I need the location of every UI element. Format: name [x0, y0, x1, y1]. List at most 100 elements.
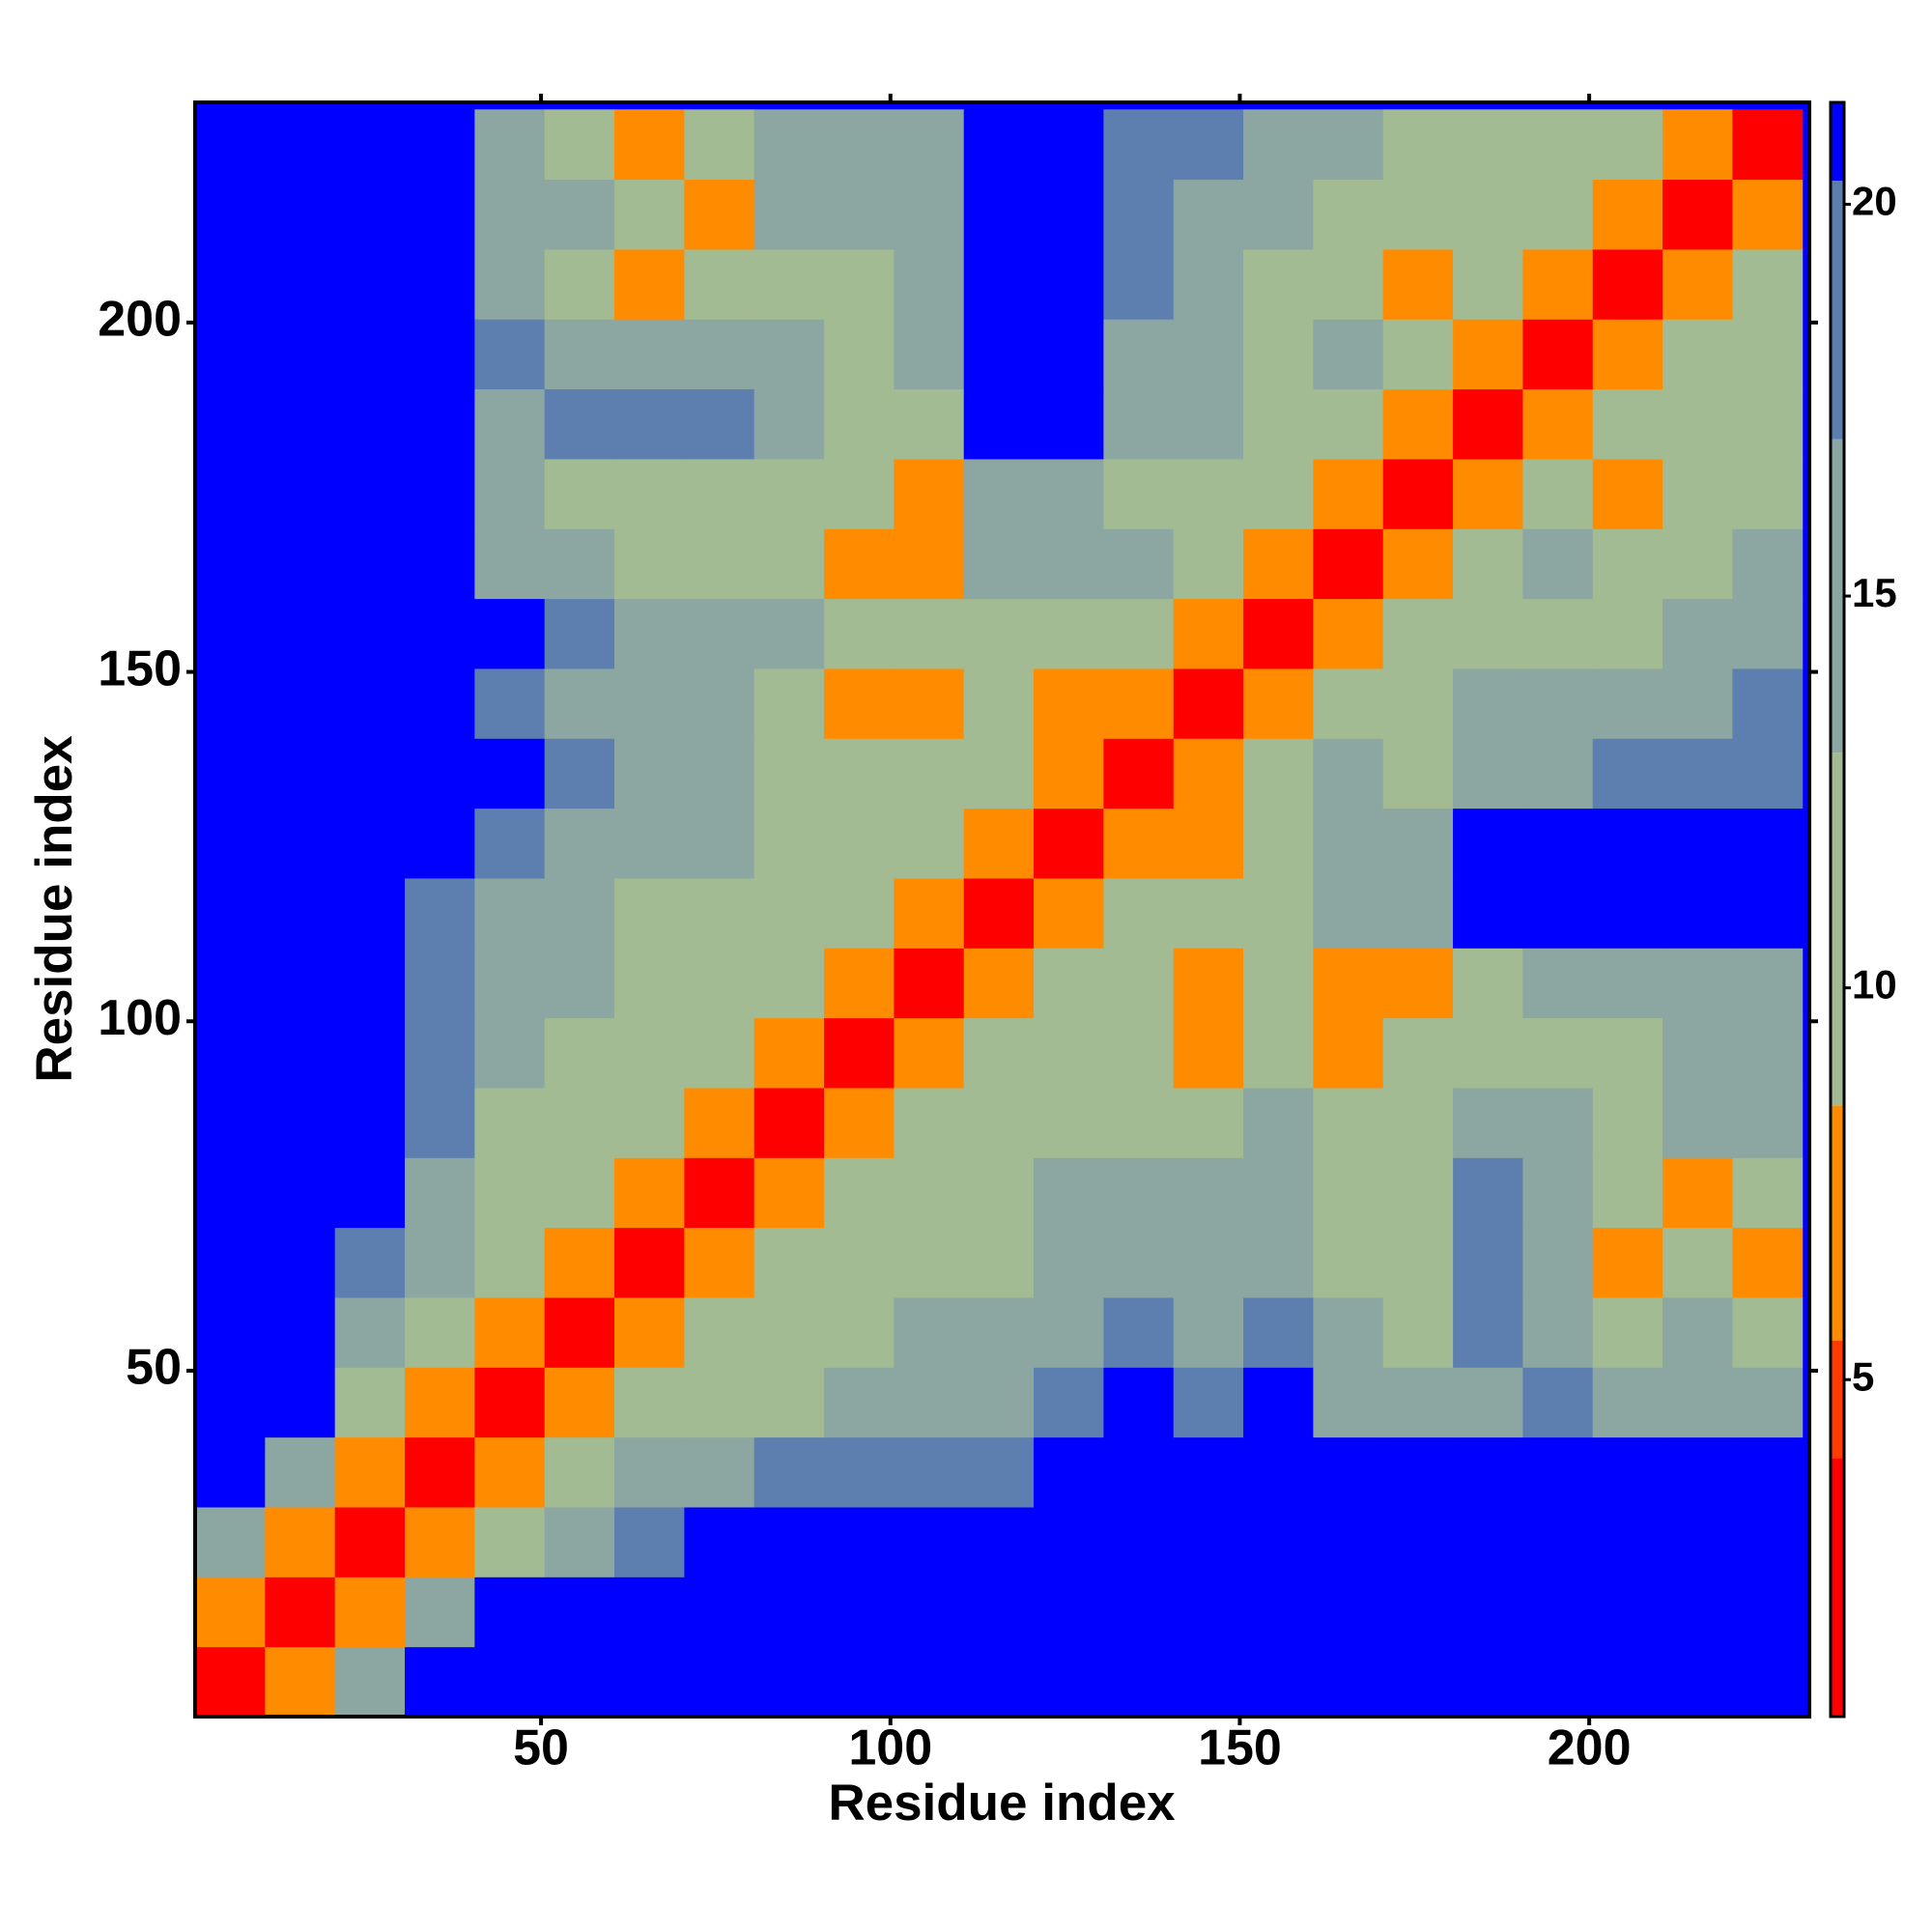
heatmap-cell: [963, 877, 1035, 949]
heatmap-cell: [963, 1646, 1035, 1718]
heatmap-cell: [1522, 668, 1594, 739]
heatmap-cell: [824, 388, 895, 460]
heatmap-cell: [1243, 948, 1314, 1019]
heatmap-cell: [474, 1227, 546, 1298]
heatmap-cell: [1382, 528, 1454, 600]
heatmap-cell: [1243, 1017, 1314, 1089]
heatmap-cell: [894, 1436, 965, 1508]
heatmap-cell: [195, 319, 266, 390]
colorbar-band: [1831, 439, 1844, 753]
heatmap-cell: [1382, 1087, 1454, 1158]
heatmap-cell: [1034, 109, 1104, 181]
heatmap-cell: [1592, 738, 1663, 810]
heatmap-cell: [1034, 458, 1104, 529]
heatmap-cell: [195, 179, 266, 250]
heatmap-cell: [1243, 179, 1314, 250]
heatmap-cell: [195, 388, 266, 460]
heatmap-cell: [1313, 1087, 1384, 1158]
heatmap-cell: [1453, 1506, 1523, 1577]
heatmap-cell: [1173, 1087, 1244, 1158]
heatmap-cell: [195, 1436, 266, 1508]
heatmap-cell: [1243, 1157, 1314, 1229]
heatmap-cell: [1732, 458, 1804, 529]
heatmap-cell: [1522, 1506, 1594, 1577]
heatmap-cell: [1732, 1157, 1804, 1229]
heatmap-cell: [1243, 458, 1314, 529]
heatmap-cell: [1173, 877, 1244, 949]
heatmap-cell: [334, 948, 406, 1019]
heatmap-cell: [753, 1227, 825, 1298]
heatmap-cell: [334, 877, 406, 949]
heatmap-cell: [824, 877, 895, 949]
heatmap-cell: [195, 1157, 266, 1229]
heatmap-cell: [1732, 738, 1804, 810]
heatmap-cell: [894, 1017, 965, 1089]
heatmap-cell: [684, 388, 755, 460]
heatmap-cell: [894, 1577, 965, 1648]
heatmap-cell: [474, 1157, 546, 1229]
heatmap-cell: [474, 1577, 546, 1648]
heatmap-cell: [544, 1157, 615, 1229]
heatmap-cell: [1382, 458, 1454, 529]
heatmap-cell: [195, 738, 266, 810]
heatmap-cell: [684, 1577, 755, 1648]
heatmap-cell: [963, 528, 1035, 600]
heatmap-cell: [614, 1367, 685, 1438]
heatmap-cell: [1732, 1436, 1804, 1508]
heatmap-cell: [1732, 1296, 1804, 1368]
heatmap-cell: [474, 528, 546, 600]
heatmap-cell: [1243, 1646, 1314, 1718]
heatmap-cell: [824, 1296, 895, 1368]
heatmap-cell: [1522, 319, 1594, 390]
heatmap-cell: [824, 458, 895, 529]
heatmap-cell: [614, 1506, 685, 1577]
heatmap-cell: [684, 528, 755, 600]
heatmap-cell: [405, 248, 475, 320]
heatmap-cell: [1522, 1436, 1594, 1508]
heatmap-cell: [963, 179, 1035, 250]
heatmap-cell: [824, 668, 895, 739]
heatmap-cell: [1732, 1506, 1804, 1577]
heatmap-cell: [684, 877, 755, 949]
heatmap-cell: [544, 1296, 615, 1368]
heatmap-cell: [894, 1296, 965, 1368]
heatmap-cell: [963, 109, 1035, 181]
heatmap-cell: [544, 528, 615, 600]
heatmap-cell: [474, 1367, 546, 1438]
heatmap-cell: [894, 1227, 965, 1298]
heatmap-cell: [1103, 1087, 1175, 1158]
heatmap-cell: [963, 319, 1035, 390]
heatmap-cell: [1453, 598, 1523, 669]
heatmap-cell: [1382, 1367, 1454, 1438]
heatmap-cell: [1732, 248, 1804, 320]
heatmap-cell: [753, 248, 825, 320]
heatmap-cell: [1382, 948, 1454, 1019]
heatmap-cell: [824, 528, 895, 600]
heatmap-cell: [894, 948, 965, 1019]
heatmap-cell: [474, 1296, 546, 1368]
heatmap-cell: [1522, 1227, 1594, 1298]
heatmap-cell: [1034, 319, 1104, 390]
heatmap-cell: [1173, 668, 1244, 739]
heatmap-cell: [1243, 528, 1314, 600]
heatmap-cell: [1173, 319, 1244, 390]
heatmap-cell: [544, 319, 615, 390]
heatmap-cell: [1103, 248, 1175, 320]
heatmap-cell: [1662, 1506, 1733, 1577]
heatmap-cell: [1313, 668, 1384, 739]
heatmap-cell: [405, 808, 475, 879]
heatmap-cell: [894, 598, 965, 669]
heatmap-cell: [405, 948, 475, 1019]
heatmap-cell: [1522, 1646, 1594, 1718]
heatmap-cell: [894, 319, 965, 390]
heatmap-cell: [474, 179, 546, 250]
heatmap-cell: [334, 808, 406, 879]
heatmap-cell: [1453, 738, 1523, 810]
heatmap-cell: [1732, 1017, 1804, 1089]
heatmap-cell: [894, 528, 965, 600]
heatmap-cell: [1732, 1646, 1804, 1718]
heatmap-cell: [1173, 1157, 1244, 1229]
x-tick-label: 200: [1548, 1720, 1632, 1776]
heatmap-cell: [1592, 1227, 1663, 1298]
heatmap-cell: [1453, 1646, 1523, 1718]
